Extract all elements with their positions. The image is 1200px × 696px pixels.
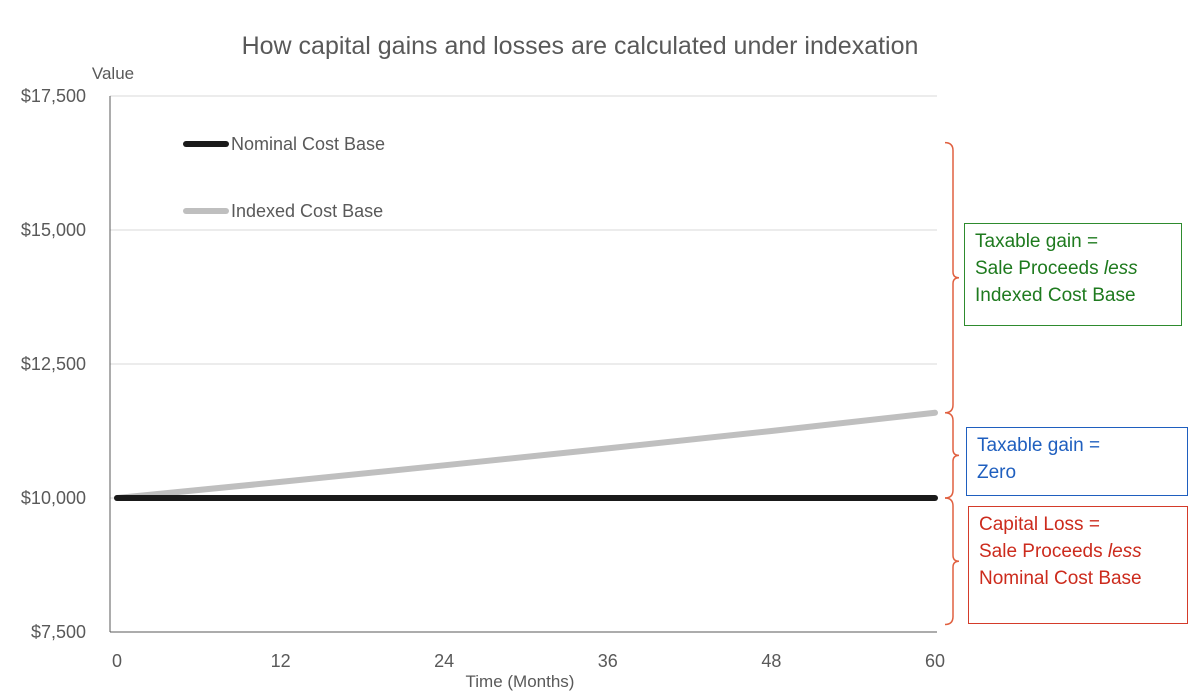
zero-line-2: Zero	[977, 462, 1017, 483]
gain-line-2: Sale Proceeds less	[975, 255, 1171, 282]
gain-line-2b: less	[1103, 258, 1138, 279]
x-tick-label: 24	[434, 651, 454, 671]
x-tick-label: 60	[925, 651, 945, 671]
y-tick-label: $15,000	[21, 220, 86, 240]
gain-line-2a: Sale Proceeds	[975, 258, 1104, 279]
gridlines	[110, 95, 937, 499]
y-tick-label: $10,000	[21, 488, 86, 508]
y-tick-labels: $7,500 $10,000 $12,500 $15,000 $17,500	[21, 86, 86, 642]
x-tick-label: 36	[598, 651, 618, 671]
y-tick-label: $12,500	[21, 354, 86, 374]
y-tick-label: $7,500	[31, 622, 86, 642]
legend: Nominal Cost Base Indexed Cost Base	[183, 134, 385, 221]
chart-title: How capital gains and losses are calcula…	[242, 32, 919, 60]
gain-line-1: Taxable gain =	[975, 231, 1099, 252]
y-axis-label: Value	[92, 64, 134, 83]
legend-label: Indexed Cost Base	[231, 201, 383, 221]
gain-line-3: Indexed Cost Base	[975, 285, 1136, 306]
y-tick-label: $17,500	[21, 86, 86, 106]
x-axis-label: Time (Months)	[466, 672, 575, 691]
annotation-brackets	[944, 141, 960, 626]
x-tick-label: 12	[271, 651, 291, 671]
taxable-gain-zero-box: Taxable gain = Zero	[966, 427, 1188, 496]
loss-line-2a: Sale Proceeds	[979, 541, 1108, 562]
taxable-gain-box: Taxable gain = Sale Proceeds less Indexe…	[964, 223, 1182, 326]
series-line-indexed-cost-base	[114, 409, 938, 501]
loss-line-2: Sale Proceeds less	[979, 538, 1177, 565]
series-lines	[114, 409, 938, 501]
x-tick-label: 48	[761, 651, 781, 671]
loss-line-2b: less	[1107, 541, 1142, 562]
bracket-loss	[944, 497, 960, 626]
bracket-gain	[944, 141, 960, 414]
loss-line-3: Nominal Cost Base	[979, 568, 1142, 589]
x-tick-labels: 0 12 24 36 48 60	[112, 651, 945, 671]
loss-line-1: Capital Loss =	[979, 514, 1100, 535]
legend-label: Nominal Cost Base	[231, 134, 385, 154]
x-tick-label: 0	[112, 651, 122, 671]
bracket-zero	[944, 412, 960, 499]
capital-loss-box: Capital Loss = Sale Proceeds less Nomina…	[968, 506, 1188, 624]
axes	[109, 96, 937, 633]
zero-line-1: Taxable gain =	[977, 435, 1101, 456]
